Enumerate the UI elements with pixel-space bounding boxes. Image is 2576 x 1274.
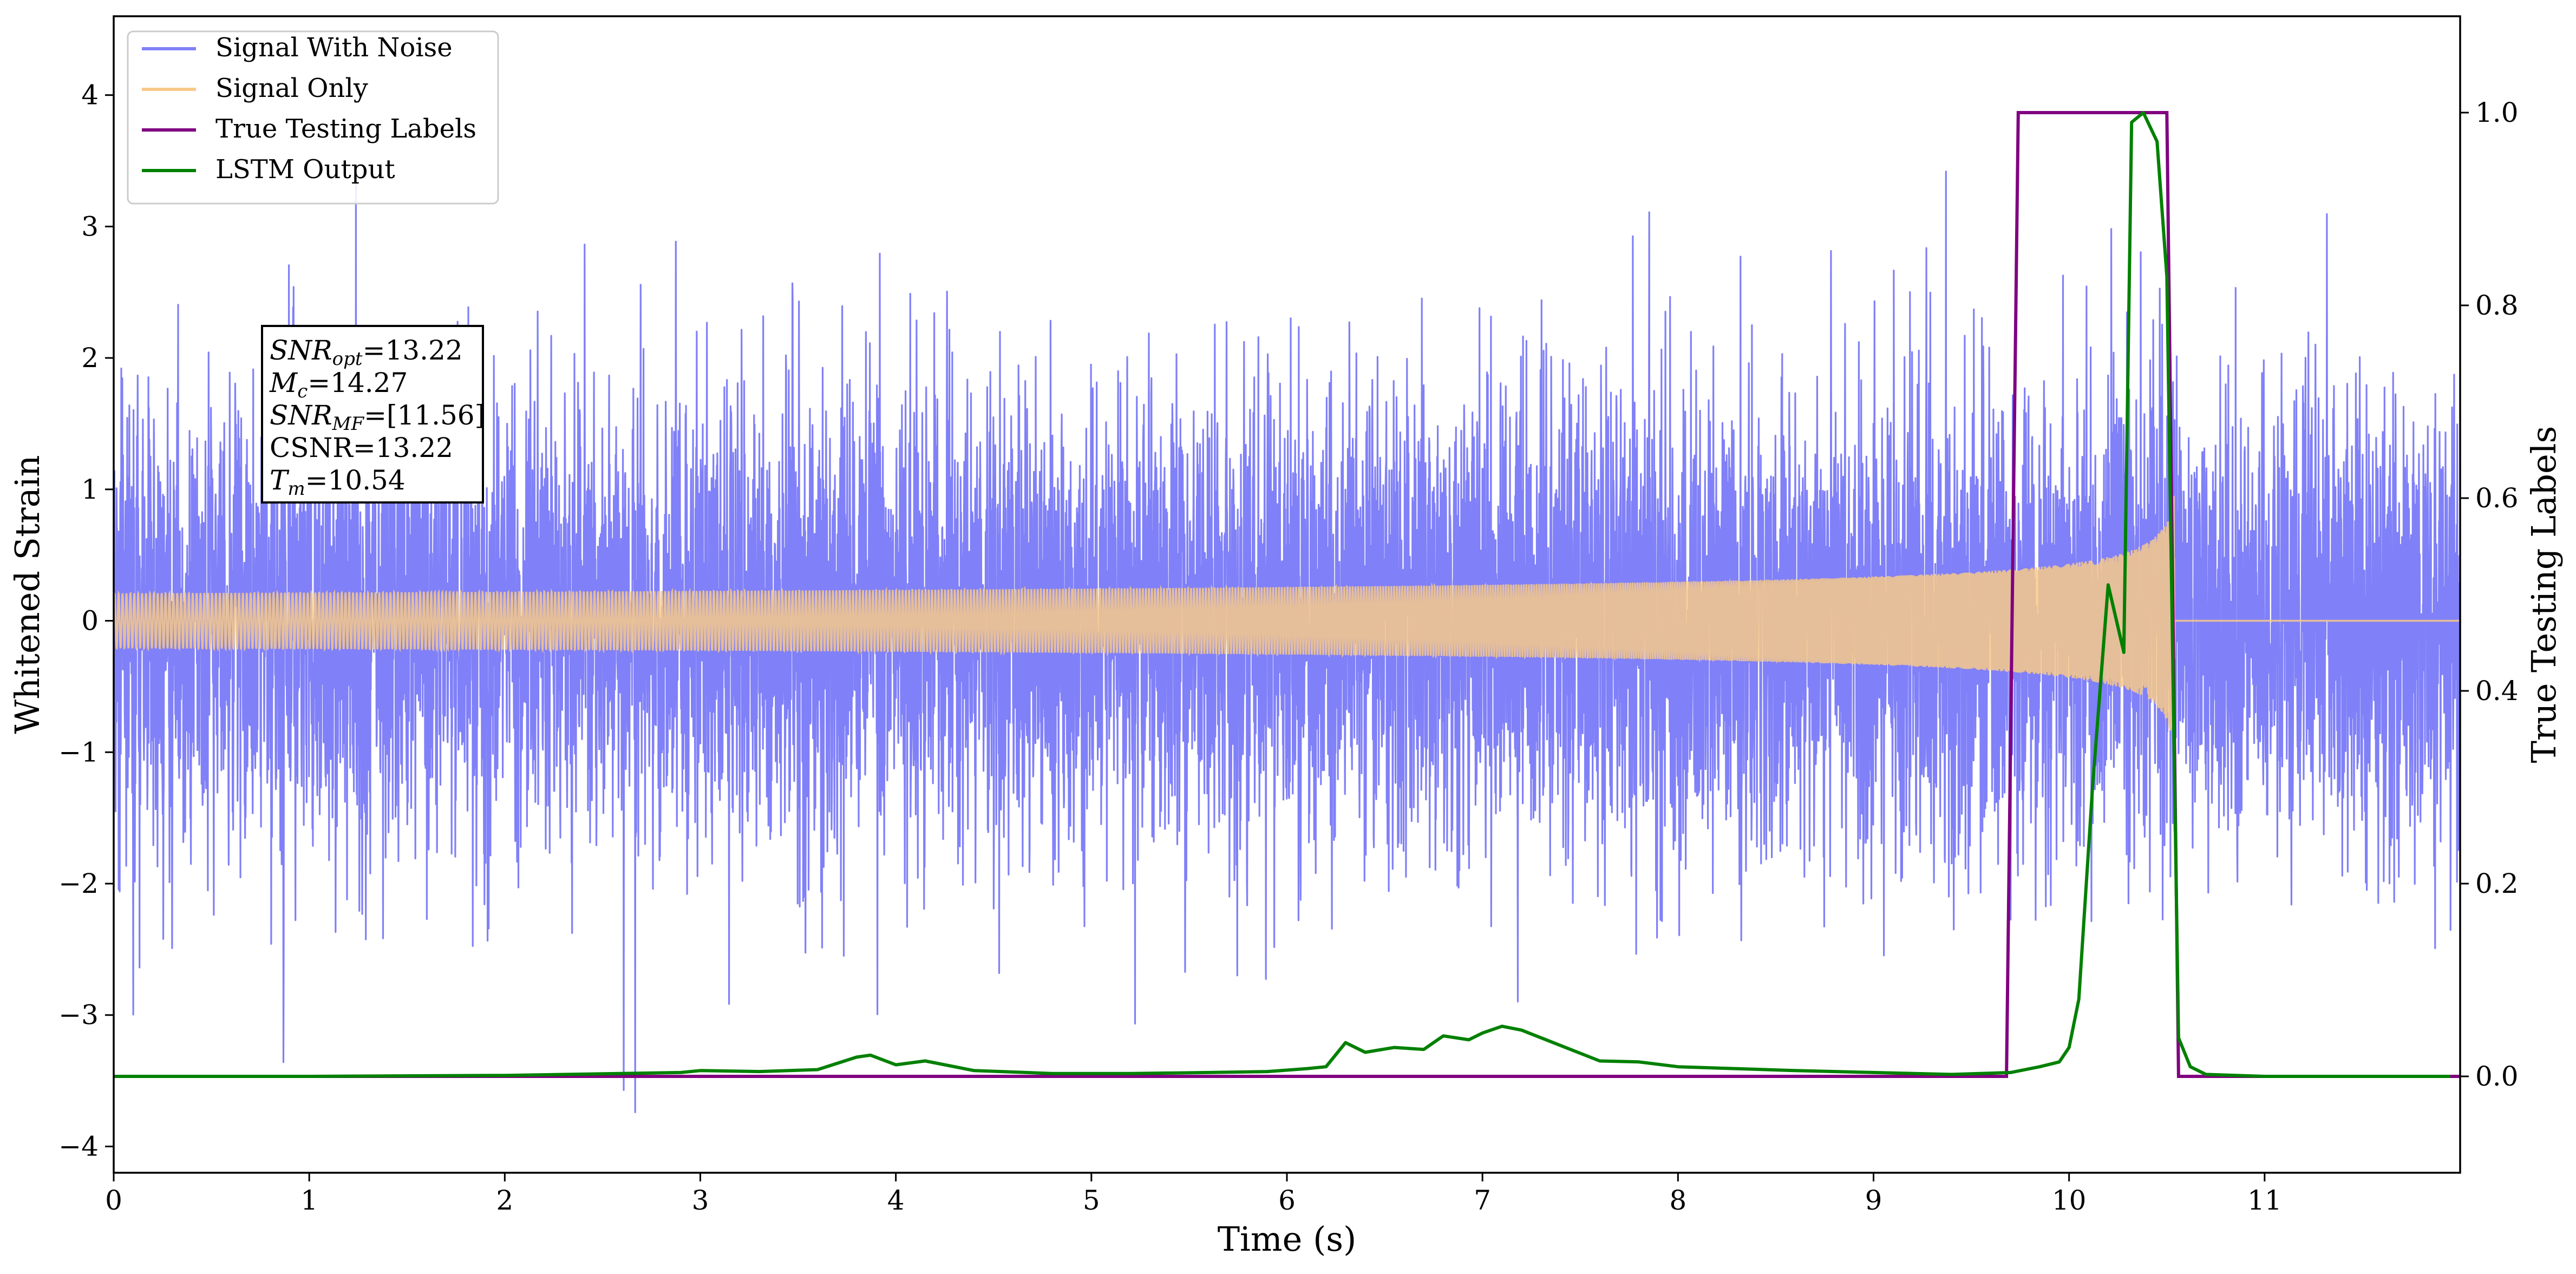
annotation-subscript: m (287, 478, 305, 500)
y2-tick-label: 1.0 (2475, 97, 2519, 128)
y-tick-label: −3 (58, 999, 99, 1031)
legend-entry-label: Signal With Noise (215, 32, 453, 63)
legend: Signal With Noise Signal Only True Testing… (127, 30, 499, 205)
y2-tick-label: 0.8 (2475, 290, 2519, 321)
annotation-symbol: SNR (270, 400, 332, 431)
y2-axis-label: True Testing Labels (2524, 426, 2564, 763)
parameter-annotation-box: SNRopt=13.22Mc=14.27SNRMF=[11.56]CSNR=13… (261, 325, 485, 504)
annotation-line: SNRopt=13.22 (270, 335, 463, 370)
x-tick-label: 4 (887, 1185, 905, 1216)
legend-entry-label: True Testing Labels (215, 114, 476, 144)
x-axis: 0 1 2 3 4 5 6 7 8 9 10 11 (105, 1173, 2282, 1216)
y-tick-label: 0 (81, 605, 99, 637)
x-tick-label: 11 (2247, 1185, 2282, 1216)
annotation-subscript: MF (332, 413, 365, 435)
y2-tick-label: 0.2 (2475, 868, 2519, 899)
x-tick-label: 5 (1083, 1185, 1100, 1216)
y-axis-right: 0.0 0.2 0.4 0.6 0.8 1.0 (2460, 97, 2519, 1092)
annotation-value: =[11.56] (364, 400, 485, 431)
annotation-symbol: SNR (270, 335, 332, 366)
x-tick-label: 8 (1669, 1185, 1686, 1216)
legend-entry-label: LSTM Output (215, 154, 395, 185)
annotation-line: Mc=14.27 (269, 367, 408, 402)
legend-box (127, 30, 499, 205)
y-tick-label: 2 (81, 342, 99, 374)
y-tick-label: 3 (81, 211, 99, 242)
annotation-box (261, 325, 484, 504)
annotation-line: SNRMF=[11.56] (270, 400, 485, 435)
annotation-value: =14.27 (308, 367, 408, 398)
series-line-signal-only (114, 495, 2460, 733)
x-tick-label: 9 (1865, 1185, 1882, 1216)
annotation-subscript: c (297, 381, 308, 402)
y-tick-label: 4 (81, 80, 99, 111)
annotation-value: =13.22 (363, 335, 463, 366)
y2-tick-label: 0.4 (2475, 675, 2519, 707)
annotation-symbol: T (270, 465, 290, 496)
y-axis-label: Whitened Strain (8, 455, 47, 734)
x-tick-label: 7 (1474, 1185, 1491, 1216)
y2-tick-label: 0.6 (2475, 482, 2519, 514)
x-tick-label: 1 (300, 1185, 318, 1216)
x-axis-label: Time (s) (1218, 1219, 1357, 1259)
x-tick-label: 0 (105, 1185, 122, 1216)
y-axis-left: −4 −3 −2 −1 0 1 2 3 4 (58, 80, 114, 1162)
annotation-line: Tm=10.54 (270, 465, 406, 500)
plot-area (114, 111, 2460, 1113)
x-tick-label: 10 (2052, 1185, 2087, 1216)
y-tick-label: −4 (58, 1131, 99, 1162)
y2-tick-label: 0.0 (2475, 1061, 2519, 1092)
series-line-lstm-output (114, 111, 2450, 1078)
annotation-value: CSNR=13.22 (270, 432, 453, 463)
annotation-line: CSNR=13.22 (270, 432, 453, 463)
x-tick-label: 3 (692, 1185, 709, 1216)
annotation-subscript: opt (332, 348, 363, 370)
annotation-value: =10.54 (305, 465, 406, 496)
x-tick-label: 2 (496, 1185, 513, 1216)
y-tick-label: −2 (58, 868, 99, 899)
annotation-symbol: M (269, 367, 298, 398)
x-tick-label: 6 (1278, 1185, 1296, 1216)
legend-entry-label: Signal Only (215, 73, 368, 103)
y-tick-label: −1 (58, 736, 99, 768)
y-tick-label: 1 (81, 474, 99, 505)
